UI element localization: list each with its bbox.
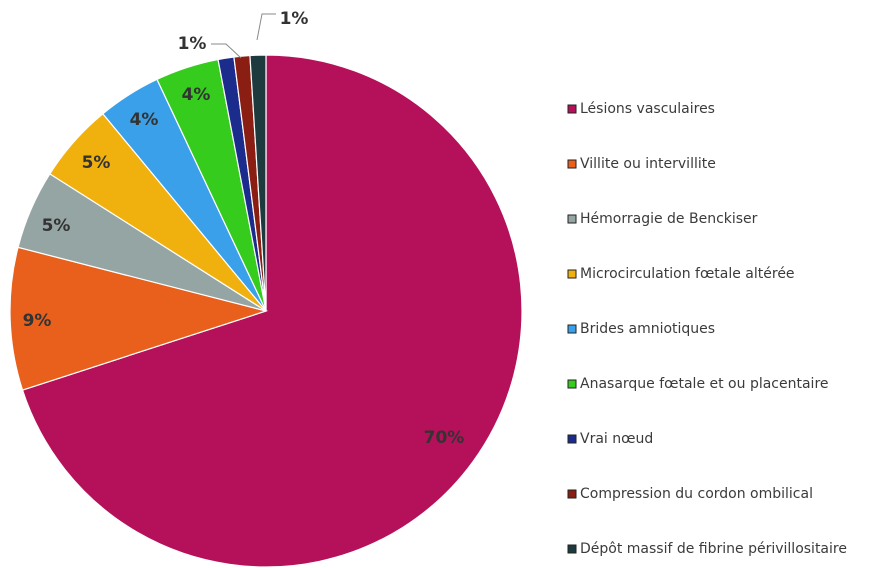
legend-marker xyxy=(567,489,577,499)
legend-marker xyxy=(567,434,577,444)
legend-label: Compression du cordon ombilical xyxy=(580,486,813,502)
legend-label: Hémorragie de Benckiser xyxy=(580,211,758,227)
legend-marker xyxy=(567,324,577,334)
slice-value-label: 70% xyxy=(424,428,465,448)
legend-item: Brides amniotiques xyxy=(567,321,715,337)
legend-label: Lésions vasculaires xyxy=(580,101,715,117)
legend-label: Brides amniotiques xyxy=(580,321,715,337)
legend-item: Vrai nœud xyxy=(567,431,653,447)
legend-marker xyxy=(567,269,577,279)
slice-value-label: 4% xyxy=(130,110,159,130)
leader-line xyxy=(256,13,276,41)
legend-item: Anasarque fœtale et ou placentaire xyxy=(567,376,829,392)
legend-item: Dépôt massif de fibrine périvillositaire xyxy=(567,541,847,557)
slice-value-label: 9% xyxy=(23,311,52,331)
leader-line xyxy=(211,43,242,59)
legend-label: Dépôt massif de fibrine périvillositaire xyxy=(580,541,847,557)
slice-value-label: 1% xyxy=(178,34,207,54)
slice-value-label: 5% xyxy=(42,216,71,236)
legend-marker xyxy=(567,104,577,114)
legend-label: Vrai nœud xyxy=(580,431,653,447)
pie-slice xyxy=(249,54,267,312)
legend-marker xyxy=(567,159,577,169)
legend-item: Villite ou intervillite xyxy=(567,156,716,172)
pie-slice xyxy=(9,246,269,391)
legend-item: Compression du cordon ombilical xyxy=(567,486,813,502)
legend-label: Microcirculation fœtale altérée xyxy=(580,266,795,282)
legend-item: Lésions vasculaires xyxy=(567,101,715,117)
legend-marker xyxy=(567,379,577,389)
legend-label: Anasarque fœtale et ou placentaire xyxy=(580,376,829,392)
slice-value-label: 1% xyxy=(280,9,309,29)
legend-item: Hémorragie de Benckiser xyxy=(567,211,758,227)
legend-label: Villite ou intervillite xyxy=(580,156,716,172)
slice-value-label: 4% xyxy=(182,85,211,105)
legend-marker xyxy=(567,544,577,554)
legend-item: Microcirculation fœtale altérée xyxy=(567,266,795,282)
slice-value-label: 5% xyxy=(82,153,111,173)
pie-slice xyxy=(21,54,523,568)
legend-marker xyxy=(567,214,577,224)
